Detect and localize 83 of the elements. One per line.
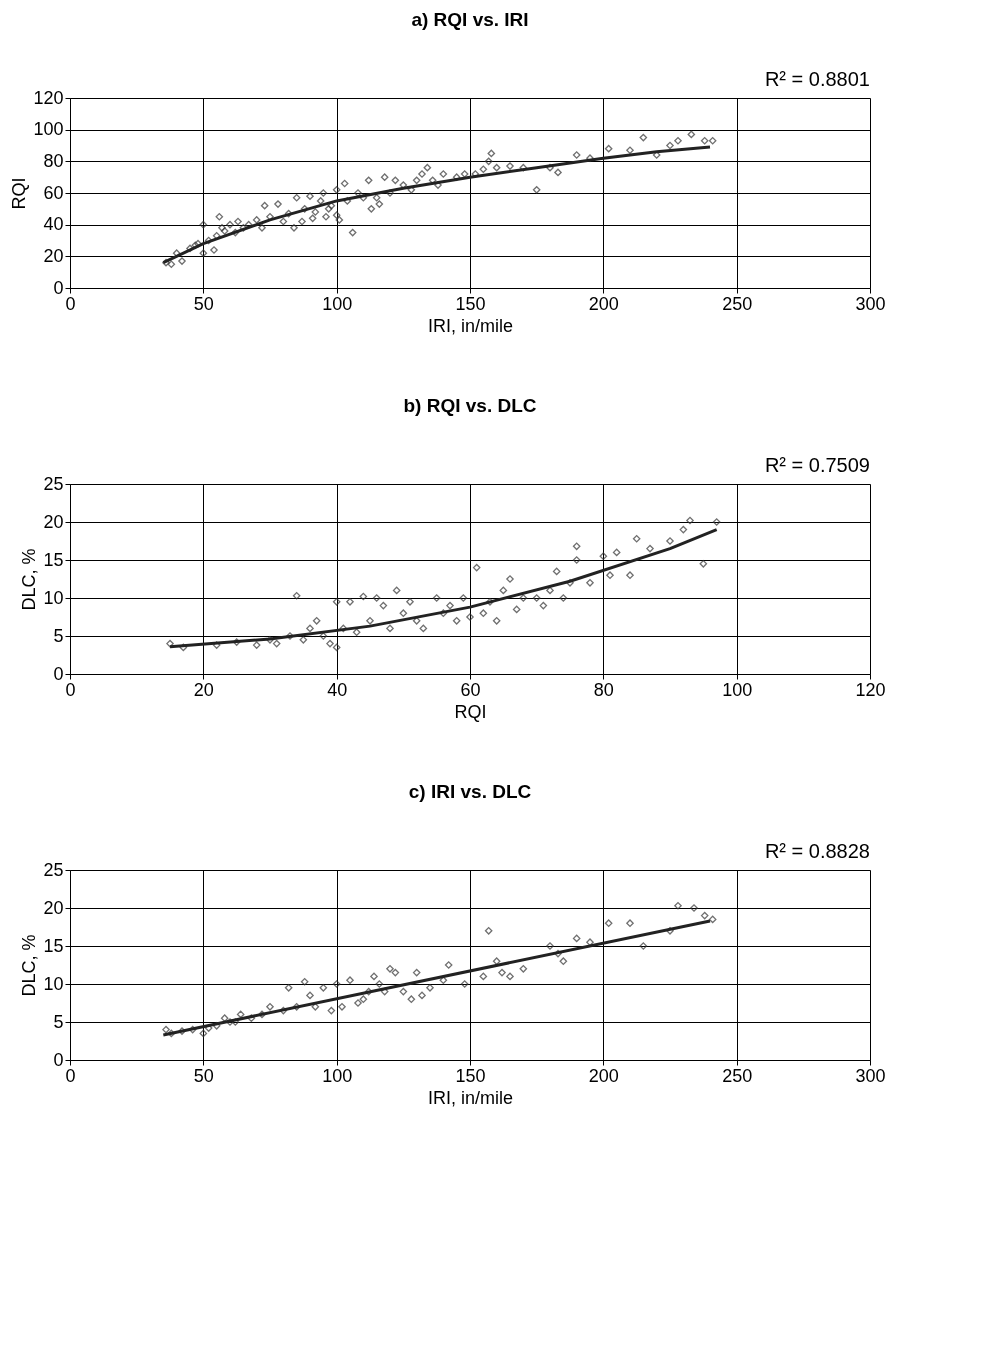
point bbox=[708, 915, 717, 924]
point bbox=[444, 961, 453, 969]
text: R² = 0.7509 bbox=[764, 454, 870, 476]
y-tick-label: 60 bbox=[43, 182, 64, 203]
point bbox=[412, 968, 421, 977]
point bbox=[572, 934, 581, 943]
point bbox=[327, 1006, 336, 1015]
point bbox=[391, 968, 400, 977]
x-tick-label: 40 bbox=[327, 679, 348, 700]
x-tick-label: 150 bbox=[455, 1065, 486, 1086]
point bbox=[460, 980, 469, 988]
chart-title: c) IRI vs. DLC bbox=[408, 781, 532, 802]
y-axis-title: RQI bbox=[9, 177, 30, 210]
x-tick-label: 50 bbox=[193, 293, 214, 314]
y-tick-label: 10 bbox=[43, 973, 64, 994]
point bbox=[484, 926, 493, 935]
y-axis-title: DLC, % bbox=[19, 548, 40, 611]
y-tick-label: 0 bbox=[53, 1049, 64, 1070]
point bbox=[332, 980, 341, 988]
point bbox=[300, 977, 309, 986]
point bbox=[284, 983, 293, 992]
chart-title: b) RQI vs. DLC bbox=[403, 395, 537, 416]
point bbox=[354, 999, 362, 1007]
x-axis-title: RQI bbox=[454, 701, 487, 722]
point bbox=[546, 942, 554, 950]
point bbox=[479, 972, 488, 981]
point bbox=[199, 1029, 208, 1038]
y-tick-label: 100 bbox=[33, 119, 64, 140]
text: R² = 0.8801 bbox=[764, 68, 870, 90]
y-tick-label: 20 bbox=[43, 245, 64, 266]
point bbox=[418, 991, 426, 1000]
x-tick-label: 60 bbox=[460, 679, 481, 700]
x-tick-label: 250 bbox=[722, 1065, 753, 1086]
point bbox=[674, 901, 682, 910]
point bbox=[639, 942, 648, 950]
y-tick-label: 25 bbox=[43, 473, 64, 494]
x-axis-title: IRI, in/mile bbox=[427, 315, 514, 336]
y-tick-label: 15 bbox=[43, 549, 64, 570]
x-tick-label: 100 bbox=[322, 293, 353, 314]
x-tick-label: 80 bbox=[593, 679, 614, 700]
point bbox=[370, 972, 378, 981]
x-tick-label: 120 bbox=[855, 679, 886, 700]
y-tick-label: 15 bbox=[43, 935, 64, 956]
point bbox=[162, 1025, 170, 1034]
x-tick-label: 50 bbox=[193, 1065, 214, 1086]
point bbox=[690, 904, 698, 912]
y-tick-label: 5 bbox=[53, 1011, 64, 1032]
x-tick-label: 200 bbox=[588, 293, 619, 314]
y-tick-label: 80 bbox=[43, 150, 64, 171]
x-tick-label: 250 bbox=[722, 293, 753, 314]
point bbox=[236, 1010, 245, 1019]
point bbox=[306, 991, 314, 1000]
y-tick-label: 25 bbox=[43, 859, 64, 880]
point bbox=[399, 987, 408, 996]
point bbox=[498, 968, 506, 977]
chart-title: a) RQI vs. IRI bbox=[411, 9, 529, 30]
x-tick-label: 200 bbox=[588, 1065, 619, 1086]
point bbox=[604, 919, 613, 928]
y-tick-label: 20 bbox=[43, 897, 64, 918]
y-tick-label: 10 bbox=[43, 587, 64, 608]
point bbox=[375, 980, 384, 988]
x-tick-label: 300 bbox=[855, 1065, 886, 1086]
point bbox=[700, 911, 709, 920]
x-axis-title: IRI, in/mile bbox=[427, 1087, 514, 1108]
y-axis-title: DLC, % bbox=[19, 934, 40, 997]
x-tick-label: 100 bbox=[322, 1065, 353, 1086]
x-tick-label: 150 bbox=[455, 293, 486, 314]
y-tick-label: 5 bbox=[53, 625, 64, 646]
y-tick-label: 20 bbox=[43, 511, 64, 532]
point bbox=[319, 983, 328, 992]
point bbox=[506, 972, 514, 981]
x-tick-label: 100 bbox=[722, 679, 753, 700]
point bbox=[559, 957, 568, 966]
y-tick-label: 120 bbox=[33, 87, 64, 108]
text: R² = 0.8828 bbox=[764, 840, 870, 862]
point bbox=[359, 995, 368, 1004]
x-tick-label: 300 bbox=[855, 293, 886, 314]
y-tick-label: 40 bbox=[43, 214, 64, 235]
point bbox=[407, 995, 416, 1004]
y-tick-label: 0 bbox=[53, 277, 64, 298]
x-tick-label: 20 bbox=[193, 679, 214, 700]
point bbox=[519, 964, 528, 973]
y-tick-label: 0 bbox=[53, 663, 64, 684]
